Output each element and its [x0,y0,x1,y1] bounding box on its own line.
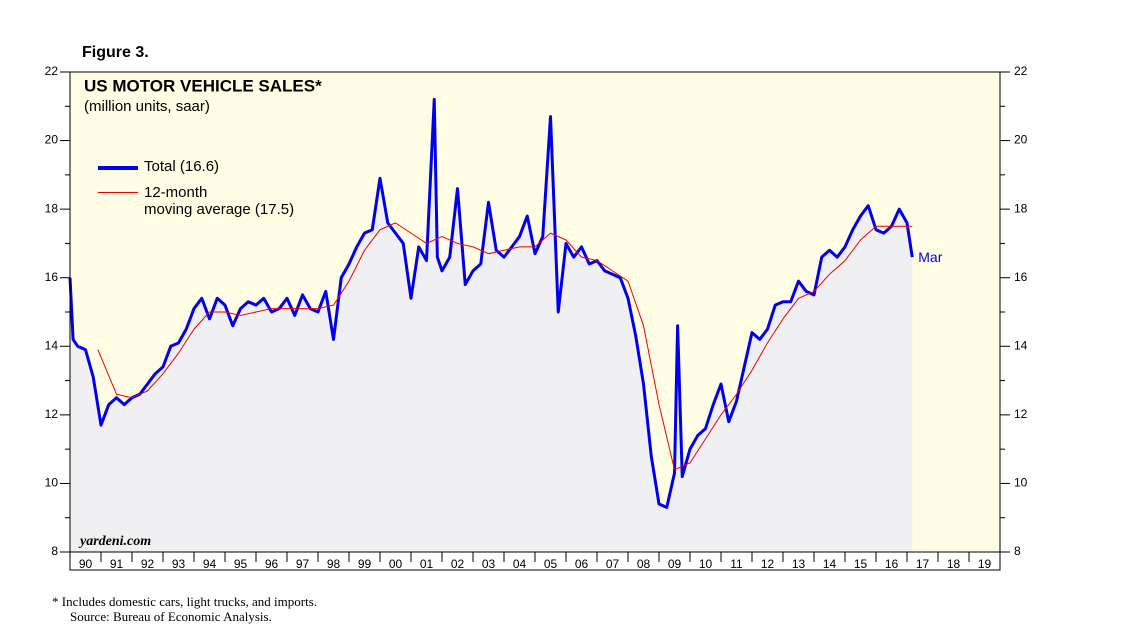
x-tick-label: 10 [699,557,713,571]
y-tick-label: 8 [51,544,58,558]
x-tick-label: 91 [110,557,124,571]
x-tick-label: 97 [296,557,310,571]
footnote: * Includes domestic cars, light trucks, … [52,594,318,609]
y-tick-label: 18 [45,201,59,215]
x-tick-label: 04 [513,557,527,571]
x-tick-label: 08 [637,557,651,571]
x-tick-label: 02 [451,557,465,571]
legend-label: 12-month moving average (17.5) [144,184,295,218]
chart-subtitle: (million units, saar) [84,98,210,115]
y2-tick-label: 14 [1014,338,1028,352]
x-tick-label: 17 [916,557,930,571]
x-tick-label: 03 [482,557,496,571]
watermark: yardeni.com [78,534,151,549]
x-tick-label: 96 [265,557,279,571]
y2-tick-label: 16 [1014,270,1028,284]
y-tick-label: 20 [45,133,59,147]
legend-swatch [98,166,138,170]
figure-label: Figure 3. [82,44,149,61]
y2-tick-label: 12 [1014,407,1028,421]
x-tick-label: 16 [885,557,899,571]
annotation: Mar [918,249,942,265]
x-tick-label: 92 [141,557,155,571]
y-tick-label: 14 [45,338,59,352]
y2-tick-label: 18 [1014,201,1028,215]
source: Source: Bureau of Economic Analysis. [70,609,272,624]
legend-label: Total (16.6) [144,158,220,175]
legend: Total (16.6) 12-month moving average (17.… [98,158,295,227]
x-tick-label: 99 [358,557,372,571]
y-tick-label: 16 [45,270,59,284]
chart-title: US MOTOR VEHICLE SALES* [84,76,322,95]
y2-tick-label: 22 [1014,64,1028,78]
plot-frame [69,71,1001,553]
y2-tick-label: 20 [1014,133,1028,147]
x-tick-label: 15 [854,557,868,571]
y-tick-label: 12 [45,407,59,421]
x-tick-label: 19 [978,557,992,571]
x-tick-label: 14 [823,557,837,571]
legend-swatch [98,192,138,193]
y2-tick-label: 10 [1014,476,1028,490]
x-tick-label: 12 [761,557,775,571]
series-line [97,222,913,471]
series-line [68,97,914,509]
x-tick-label: 06 [575,557,589,571]
x-tick-label: 01 [420,557,434,571]
x-tick-label: 95 [234,557,248,571]
area-fill [70,99,913,552]
x-tick-label: 09 [668,557,682,571]
x-tick-label: 07 [606,557,620,571]
x-tick-label: 98 [327,557,341,571]
x-tick-label: 11 [730,557,743,571]
x-tick-label: 93 [172,557,186,571]
y2-tick-label: 8 [1014,544,1021,558]
x-tick-label: 05 [544,557,558,571]
x-tick-label: 94 [203,557,217,571]
x-tick-label: 13 [792,557,806,571]
x-tick-label: 18 [947,557,961,571]
y-tick-label: 22 [45,64,59,78]
y-tick-label: 10 [45,476,59,490]
x-tick-label: 90 [79,557,93,571]
legend-item: Total (16.6) [98,158,294,175]
legend-item: 12-month moving average (17.5) [98,184,295,218]
x-tick-label: 00 [389,557,403,571]
